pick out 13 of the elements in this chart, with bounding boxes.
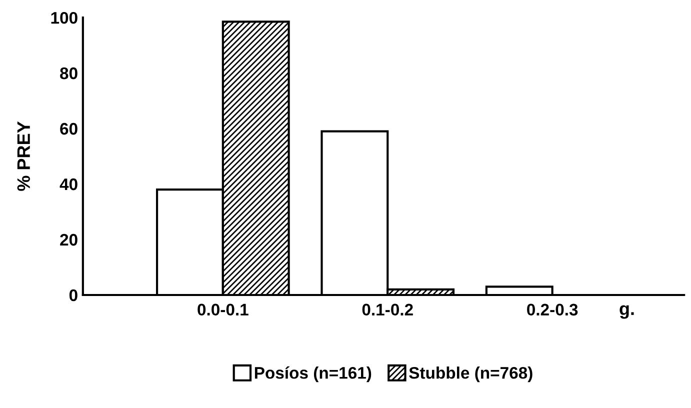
x-tick-label: 0.0-0.1 [198, 304, 248, 316]
y-tick-label: 20 [60, 234, 78, 246]
legend-label: Posíos (n=161) [254, 366, 372, 382]
y-tick-label: 40 [60, 178, 78, 190]
y-tick-label: 0 [69, 289, 78, 302]
y-axis-title: % PREY [17, 121, 30, 191]
y-tick-label: 80 [60, 67, 78, 80]
y-tick-label: 60 [60, 122, 78, 135]
x-axis-title: g. [620, 305, 634, 319]
x-tick-label: 0.2-0.3 [527, 304, 578, 316]
x-tick-label: 0.1-0.2 [362, 304, 413, 316]
y-tick-label: 100 [51, 12, 78, 24]
legend-label: Stubble (n=768) [409, 366, 532, 382]
